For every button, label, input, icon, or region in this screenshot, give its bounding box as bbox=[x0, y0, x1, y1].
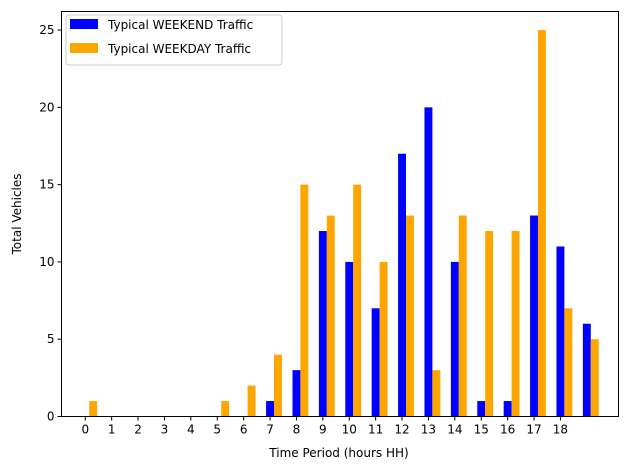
weekend-bar-17 bbox=[530, 215, 538, 417]
x-tick-label-3: 3 bbox=[161, 423, 169, 437]
weekend-bar-8 bbox=[292, 370, 301, 417]
weekend-bar-15 bbox=[477, 401, 486, 417]
x-tick-label-8: 8 bbox=[293, 423, 301, 437]
weekday-bar-7 bbox=[274, 354, 282, 417]
y-axis-label: Total Vehicles bbox=[10, 173, 24, 255]
weekday-bar-15 bbox=[485, 231, 494, 417]
legend-box bbox=[65, 14, 283, 66]
weekday-bar-11 bbox=[379, 261, 388, 417]
weekday-bar-8 bbox=[300, 184, 309, 417]
weekday-bar-10 bbox=[353, 184, 362, 417]
x-tick-label-5: 5 bbox=[213, 423, 221, 437]
weekend-bar-13 bbox=[424, 107, 433, 417]
x-axis-ticks: 0 1 2 3 4 5 6 7 8 9 10 11 12 13 14 15 16 17 18 bbox=[81, 416, 568, 437]
y-tick-label-20: 20 bbox=[39, 100, 54, 114]
weekday-bar-12 bbox=[405, 215, 414, 417]
legend-swatch-weekday bbox=[70, 43, 98, 53]
weekend-bar-12 bbox=[398, 153, 406, 417]
x-tick-label-4: 4 bbox=[187, 423, 195, 437]
x-tick-label-13: 13 bbox=[421, 423, 436, 437]
x-tick-label-12: 12 bbox=[394, 423, 409, 437]
legend-label-weekday: Typical WEEKDAY Traffic bbox=[107, 42, 251, 56]
x-axis-label: Time Period (hours HH) bbox=[268, 446, 408, 460]
weekday-bar-16 bbox=[511, 231, 520, 417]
weekday-bar-14 bbox=[458, 215, 467, 417]
weekend-bar-10 bbox=[345, 261, 354, 417]
x-tick-label-17: 17 bbox=[526, 423, 541, 437]
bars-layer bbox=[89, 30, 599, 417]
weekend-bar-9 bbox=[318, 231, 327, 417]
y-tick-label-0: 0 bbox=[47, 410, 55, 424]
y-tick-label-10: 10 bbox=[39, 255, 54, 269]
y-tick-label-5: 5 bbox=[47, 332, 55, 346]
x-tick-label-7: 7 bbox=[266, 423, 274, 437]
x-tick-label-0: 0 bbox=[81, 423, 89, 437]
y-tick-label-15: 15 bbox=[39, 178, 54, 192]
x-tick-label-10: 10 bbox=[342, 423, 357, 437]
x-tick-label-6: 6 bbox=[240, 423, 248, 437]
weekday-bar-5 bbox=[221, 401, 230, 417]
weekday-bar-19 bbox=[590, 339, 599, 417]
weekday-bar-6 bbox=[247, 385, 256, 417]
x-tick-label-9: 9 bbox=[319, 423, 327, 437]
weekday-bar-17 bbox=[537, 30, 546, 417]
y-axis-ticks: 0 5 10 15 20 25 bbox=[39, 23, 62, 424]
x-tick-label-11: 11 bbox=[368, 423, 383, 437]
x-tick-label-2: 2 bbox=[134, 423, 142, 437]
weekday-bar-13 bbox=[432, 370, 441, 417]
legend-swatch-weekend bbox=[70, 19, 98, 29]
legend-label-weekend: Typical WEEKEND Traffic bbox=[107, 18, 253, 32]
weekend-bar-19 bbox=[582, 323, 591, 417]
legend: Typical WEEKEND Traffic Typical WEEKDAY … bbox=[65, 14, 283, 66]
x-tick-label-18: 18 bbox=[553, 423, 568, 437]
x-tick-label-16: 16 bbox=[500, 423, 515, 437]
weekend-bar-7 bbox=[266, 401, 275, 417]
weekend-bar-11 bbox=[371, 308, 380, 417]
y-tick-label-25: 25 bbox=[39, 23, 54, 37]
weekday-bar-18 bbox=[564, 308, 573, 417]
weekday-bar-0 bbox=[89, 401, 98, 417]
x-tick-label-1: 1 bbox=[108, 423, 116, 437]
x-tick-label-14: 14 bbox=[447, 423, 462, 437]
weekend-bar-14 bbox=[450, 261, 459, 417]
weekend-bar-16 bbox=[503, 401, 512, 417]
weekend-bar-18 bbox=[556, 246, 565, 417]
plot-frame bbox=[61, 11, 619, 417]
weekday-bar-9 bbox=[326, 215, 335, 417]
x-tick-label-15: 15 bbox=[474, 423, 489, 437]
